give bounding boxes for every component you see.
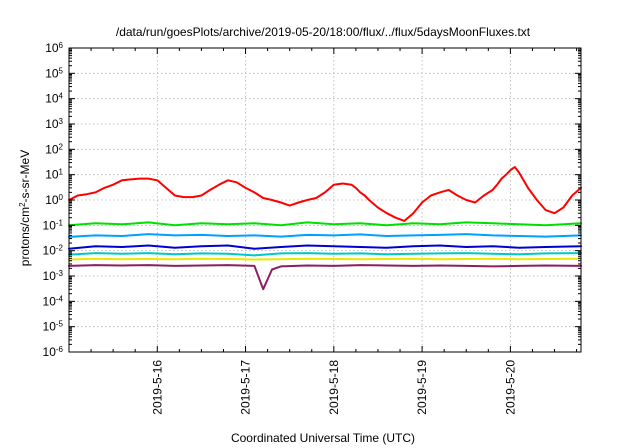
y-tick-base: 10 bbox=[45, 168, 59, 182]
y-tick-label: 106 bbox=[45, 41, 63, 56]
y-tick-labels: 10-610-510-410-310-210-11001011021031041… bbox=[43, 41, 64, 360]
y-tick-label: 105 bbox=[45, 66, 63, 81]
y-axis-label-sup: 2 bbox=[18, 202, 27, 207]
y-tick-base: 10 bbox=[43, 320, 57, 334]
y-tick-base: 10 bbox=[45, 142, 59, 156]
y-tick-label: 10-1 bbox=[43, 218, 64, 233]
y-tick-base: 10 bbox=[45, 41, 59, 55]
series-line-0 bbox=[68, 166, 582, 222]
chart-title: /data/run/goesPlots/archive/2019-05-20/1… bbox=[116, 25, 531, 39]
y-tick-label: 10-2 bbox=[43, 243, 64, 258]
x-tick-label: 2019-5-17 bbox=[239, 360, 253, 415]
series-line-3 bbox=[68, 244, 582, 250]
x-axis-label: Coordinated Universal Time (UTC) bbox=[231, 431, 415, 445]
y-tick-base: 10 bbox=[43, 218, 57, 232]
y-tick-label: 10-5 bbox=[43, 319, 64, 334]
y-tick-exponent: 2 bbox=[59, 142, 64, 151]
series-line-4 bbox=[68, 252, 582, 257]
y-tick-base: 10 bbox=[43, 345, 57, 359]
series-line-2 bbox=[68, 233, 582, 238]
y-tick-label: 10-4 bbox=[43, 294, 64, 309]
y-tick-base: 10 bbox=[45, 92, 59, 106]
y-tick-base: 10 bbox=[45, 117, 59, 131]
series-line-6 bbox=[68, 264, 582, 291]
y-tick-label: 102 bbox=[45, 142, 63, 157]
y-tick-exponent: -4 bbox=[56, 294, 64, 303]
series-line-5 bbox=[68, 257, 582, 261]
y-tick-exponent: -5 bbox=[56, 319, 64, 328]
y-tick-base: 10 bbox=[45, 66, 59, 80]
y-tick-base: 10 bbox=[43, 294, 57, 308]
y-tick-label: 101 bbox=[45, 167, 63, 182]
y-tick-exponent: -6 bbox=[56, 345, 64, 354]
y-tick-exponent: 6 bbox=[59, 41, 64, 50]
ticks bbox=[69, 47, 581, 353]
y-tick-label: 100 bbox=[45, 193, 63, 208]
y-tick-exponent: 0 bbox=[59, 193, 64, 202]
y-tick-exponent: -2 bbox=[56, 243, 64, 252]
x-tick-label: 2019-5-20 bbox=[503, 360, 517, 415]
y-tick-exponent: 4 bbox=[59, 91, 64, 100]
series-layer bbox=[68, 166, 582, 291]
y-tick-exponent: 3 bbox=[59, 117, 64, 126]
y-tick-label: 10-3 bbox=[43, 269, 64, 284]
y-tick-base: 10 bbox=[43, 244, 57, 258]
series-line-1 bbox=[68, 221, 582, 227]
x-tick-label: 2019-5-19 bbox=[415, 360, 429, 415]
x-tick-label: 2019-5-16 bbox=[150, 360, 164, 415]
x-tick-label: 2019-5-18 bbox=[327, 360, 341, 415]
y-tick-exponent: -1 bbox=[56, 218, 64, 227]
y-tick-exponent: -3 bbox=[56, 269, 64, 278]
y-tick-label: 10-6 bbox=[43, 345, 64, 360]
y-tick-exponent: 5 bbox=[59, 66, 64, 75]
y-tick-base: 10 bbox=[43, 269, 57, 283]
y-axis-label-post: -s-sr-MeV bbox=[18, 150, 32, 203]
grid bbox=[69, 48, 581, 352]
y-tick-label: 104 bbox=[45, 91, 63, 106]
y-axis-label-pre: protons/cm bbox=[18, 207, 32, 266]
y-tick-label: 103 bbox=[45, 117, 63, 132]
y-tick-exponent: 1 bbox=[59, 167, 64, 176]
y-axis-label: protons/cm2-s-sr-MeV bbox=[18, 150, 33, 266]
y-tick-base: 10 bbox=[45, 193, 59, 207]
x-tick-labels: 2019-5-16 2019-5-17 2019-5-18 2019-5-19 2019… bbox=[150, 360, 517, 415]
